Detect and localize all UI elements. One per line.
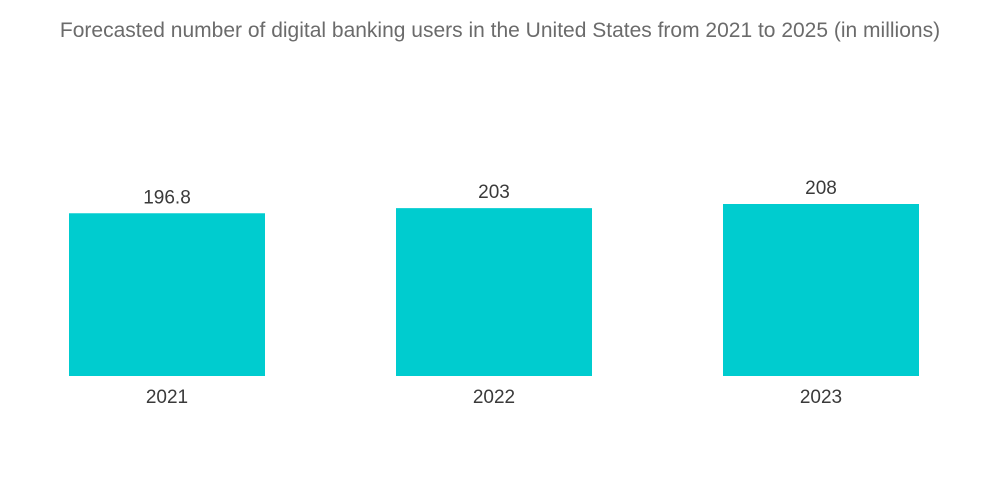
value-label-2021: 196.8 bbox=[143, 187, 191, 208]
x-axis-tick-labels: 2021 2022 2023 bbox=[146, 387, 842, 408]
bar-2022 bbox=[396, 208, 592, 376]
bar-2021 bbox=[69, 213, 265, 376]
x-tick-label-2021: 2021 bbox=[146, 387, 188, 408]
chart-title: Forecasted number of digital banking use… bbox=[59, 19, 941, 42]
value-label-2022: 203 bbox=[478, 182, 510, 203]
x-tick-label-2022: 2022 bbox=[473, 387, 515, 408]
x-tick-label-2023: 2023 bbox=[800, 387, 842, 408]
value-label-2023: 208 bbox=[805, 178, 837, 199]
value-labels-layer: 196.8 203 208 bbox=[143, 178, 837, 208]
bars-layer bbox=[69, 204, 919, 376]
bar-2023 bbox=[723, 204, 919, 376]
